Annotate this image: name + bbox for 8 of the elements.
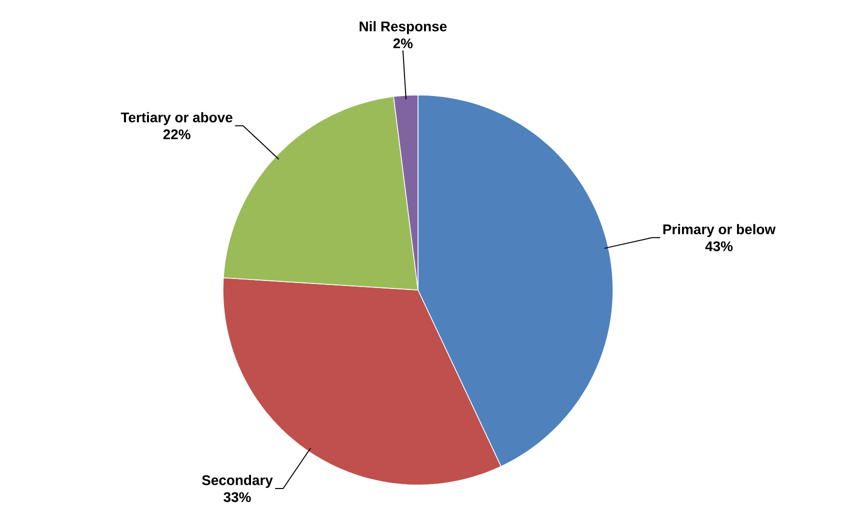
data-label: 2% xyxy=(393,38,413,48)
data-label: 22% xyxy=(163,129,190,140)
slice-label: Primary or below xyxy=(663,224,776,238)
data-label: 43% xyxy=(705,241,733,252)
slice-label: Secondary xyxy=(202,474,273,488)
slice-label: Tertiary or above xyxy=(120,112,232,126)
slice-label: Nil Response xyxy=(360,21,447,34)
data-label: 33% xyxy=(224,492,251,502)
